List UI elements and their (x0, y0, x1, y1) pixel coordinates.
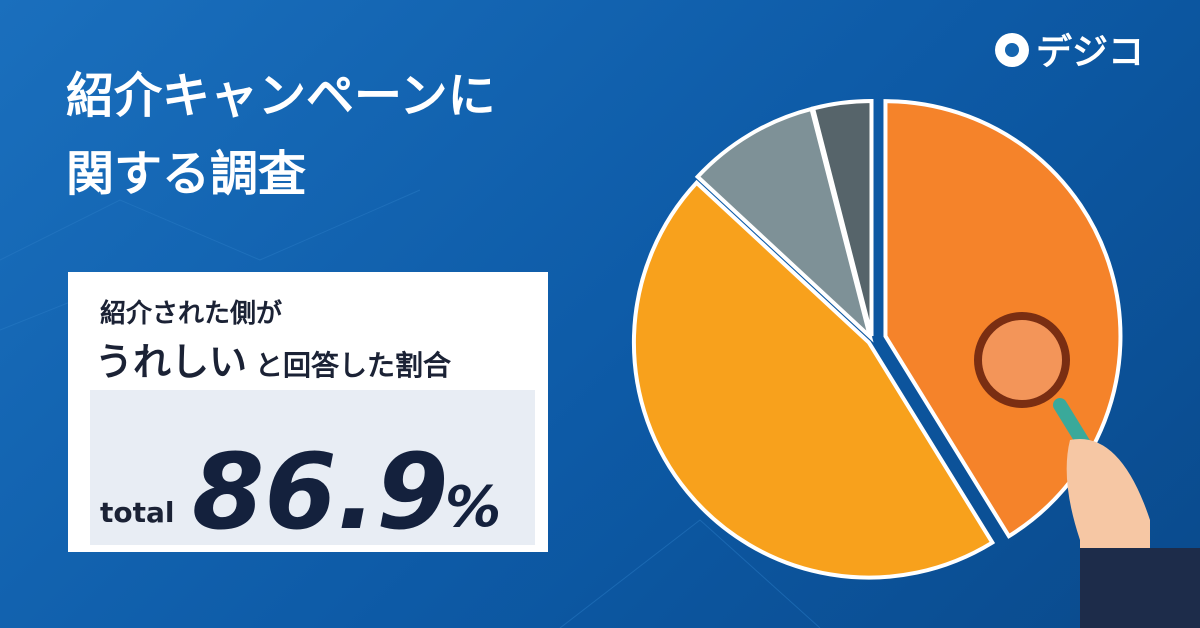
total-label: total (100, 496, 175, 529)
pie-slice (631, 179, 996, 580)
box-line: 紹介された側が (100, 298, 282, 329)
total-value: 86.9 (192, 431, 449, 553)
summary-inner (90, 390, 535, 545)
magnifier (974, 312, 1200, 628)
title-line: 紹介キャンペーンに (66, 68, 496, 124)
box-line: と回答した割合 (255, 349, 452, 382)
pie-slice (694, 106, 874, 343)
pie-slice (810, 99, 874, 337)
box-highlight: うれしい (95, 340, 247, 384)
title-line: 関する調査 (66, 146, 306, 202)
logo-text: デジコ (1036, 31, 1144, 73)
pie (631, 99, 1123, 580)
logo-mark (1005, 43, 1019, 57)
total-unit: % (445, 475, 501, 540)
